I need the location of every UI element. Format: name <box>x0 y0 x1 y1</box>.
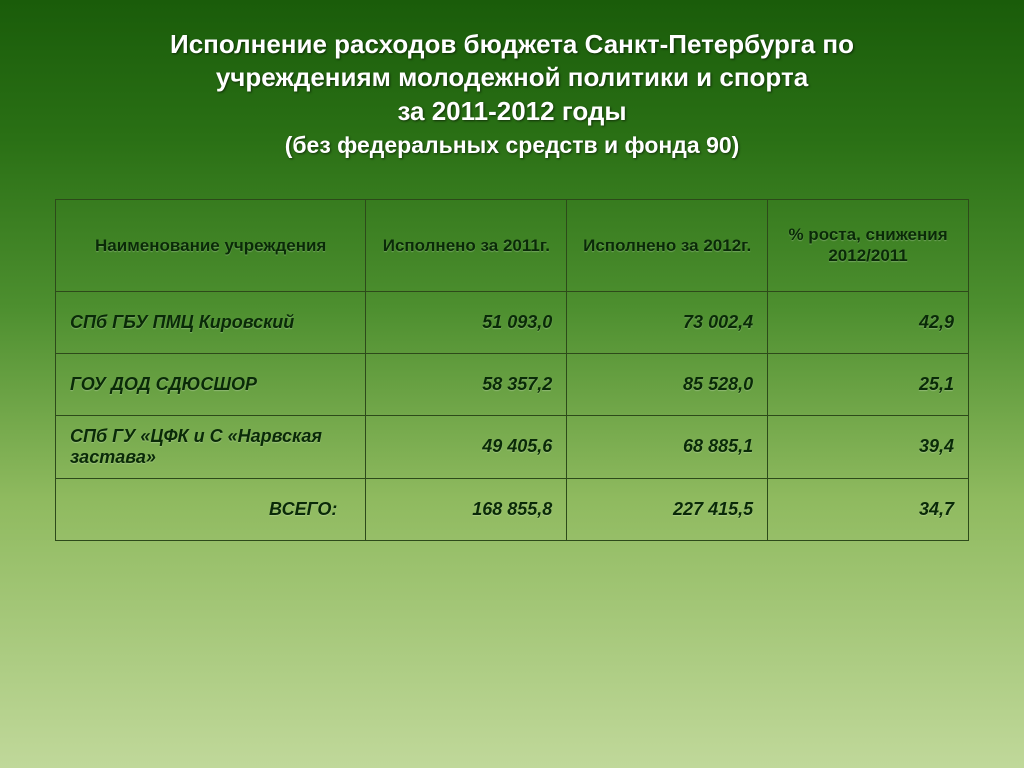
cell-2011: 49 405,6 <box>366 415 567 478</box>
title-line-1: Исполнение расходов бюджета Санкт-Петерб… <box>55 28 969 61</box>
budget-table: Наименование учреждения Исполнено за 201… <box>55 199 969 541</box>
cell-2011: 51 093,0 <box>366 291 567 353</box>
cell-total-2012: 227 415,5 <box>567 478 768 540</box>
title-block: Исполнение расходов бюджета Санкт-Петерб… <box>55 28 969 161</box>
title-line-2: учреждениям молодежной политики и спорта <box>55 61 969 94</box>
table-row: ГОУ ДОД СДЮСШОР 58 357,2 85 528,0 25,1 <box>56 353 969 415</box>
cell-name: ГОУ ДОД СДЮСШОР <box>56 353 366 415</box>
cell-name: СПб ГБУ ПМЦ Кировский <box>56 291 366 353</box>
cell-total-2011: 168 855,8 <box>366 478 567 540</box>
col-header-pct: % роста, снижения 2012/2011 <box>768 199 969 291</box>
cell-pct: 25,1 <box>768 353 969 415</box>
col-header-name: Наименование учреждения <box>56 199 366 291</box>
cell-total-pct: 34,7 <box>768 478 969 540</box>
cell-pct: 39,4 <box>768 415 969 478</box>
table-total-row: ВСЕГО: 168 855,8 227 415,5 34,7 <box>56 478 969 540</box>
cell-pct: 42,9 <box>768 291 969 353</box>
cell-2011: 58 357,2 <box>366 353 567 415</box>
title-line-3: за 2011-2012 годы <box>55 95 969 128</box>
cell-2012: 73 002,4 <box>567 291 768 353</box>
cell-2012: 68 885,1 <box>567 415 768 478</box>
slide: Исполнение расходов бюджета Санкт-Петерб… <box>0 0 1024 768</box>
cell-2012: 85 528,0 <box>567 353 768 415</box>
table-row: СПб ГУ «ЦФК и С «Нарвская застава» 49 40… <box>56 415 969 478</box>
cell-name: СПб ГУ «ЦФК и С «Нарвская застава» <box>56 415 366 478</box>
col-header-2011: Исполнено за 2011г. <box>366 199 567 291</box>
col-header-2012: Исполнено за 2012г. <box>567 199 768 291</box>
title-subtitle: (без федеральных средств и фонда 90) <box>55 130 969 161</box>
cell-total-label: ВСЕГО: <box>56 478 366 540</box>
table-row: СПб ГБУ ПМЦ Кировский 51 093,0 73 002,4 … <box>56 291 969 353</box>
table-header-row: Наименование учреждения Исполнено за 201… <box>56 199 969 291</box>
